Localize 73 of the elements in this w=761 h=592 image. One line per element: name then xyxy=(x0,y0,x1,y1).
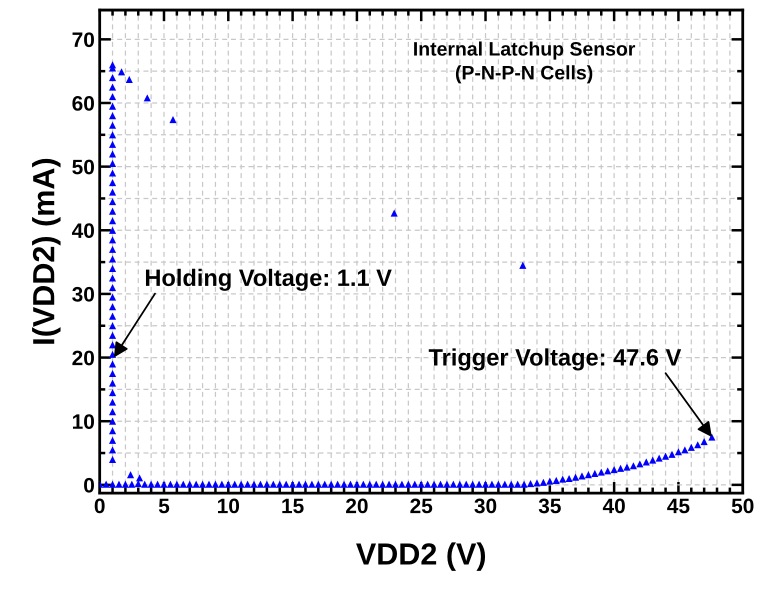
point xyxy=(127,471,134,478)
point xyxy=(109,446,116,454)
point xyxy=(109,74,116,82)
point xyxy=(109,389,116,396)
x-tick-label: 25 xyxy=(410,498,432,514)
point xyxy=(109,436,116,444)
y-tick-label: 40 xyxy=(72,223,94,238)
annotation: Holding Voltage: 1.1 V xyxy=(146,268,392,291)
point xyxy=(109,303,116,310)
point xyxy=(109,84,116,91)
point xyxy=(109,160,116,167)
point xyxy=(109,226,116,234)
x-tick-label: 0 xyxy=(94,498,105,514)
y-tick-label: 0 xyxy=(84,478,94,493)
point xyxy=(109,360,116,368)
point xyxy=(126,76,133,83)
point xyxy=(109,169,116,177)
point xyxy=(109,61,116,68)
point xyxy=(109,350,116,358)
x-tick-label: 30 xyxy=(474,498,496,514)
point xyxy=(109,179,116,186)
point xyxy=(109,188,116,196)
x-tick-label: 20 xyxy=(346,498,368,514)
point xyxy=(109,294,116,301)
x-tick-label: 5 xyxy=(158,498,170,514)
point xyxy=(136,474,144,482)
x-axis-title: VDD2 (V) xyxy=(356,542,486,571)
y-tick-label: 70 xyxy=(72,32,94,48)
x-tick-label: 10 xyxy=(218,498,240,514)
point xyxy=(519,262,526,269)
point xyxy=(109,217,116,224)
x-tick-label: 35 xyxy=(538,498,561,514)
point xyxy=(109,198,116,206)
point xyxy=(109,379,116,387)
point xyxy=(109,236,116,244)
point xyxy=(109,274,116,282)
y-axis-title: I(VDD2) (mA) xyxy=(32,158,61,344)
point xyxy=(109,93,116,100)
point xyxy=(109,456,116,463)
y-tick-label: 20 xyxy=(72,350,94,366)
point xyxy=(109,312,116,320)
x-tick-label: 40 xyxy=(602,498,625,514)
point xyxy=(109,408,116,416)
point xyxy=(109,246,116,253)
y-tick-label: 50 xyxy=(72,160,94,174)
point xyxy=(109,255,116,262)
point xyxy=(109,332,116,339)
point xyxy=(109,131,116,138)
y-tick-label: 60 xyxy=(72,96,94,111)
point xyxy=(109,150,116,158)
point xyxy=(109,284,116,292)
point xyxy=(118,68,126,76)
y-tick-label: 30 xyxy=(72,286,94,302)
x-tick-label: 15 xyxy=(282,498,304,514)
x-tick-label: 45 xyxy=(667,498,690,514)
x-tick-label: 50 xyxy=(732,498,754,514)
point xyxy=(144,94,151,102)
y-tick-label: 10 xyxy=(72,414,94,429)
point xyxy=(109,264,116,272)
annotation: Internal Latchup Sensor (P-N-P-N Cells) xyxy=(414,41,636,84)
point xyxy=(109,427,116,434)
point xyxy=(109,112,116,120)
point xyxy=(109,140,116,148)
annotation: Trigger Voltage: 47.6 V xyxy=(428,348,682,370)
point xyxy=(109,418,116,425)
point xyxy=(169,116,177,124)
point xyxy=(109,398,116,406)
point xyxy=(109,370,116,378)
point xyxy=(109,102,116,110)
point xyxy=(390,210,398,217)
point xyxy=(109,122,116,129)
point xyxy=(109,322,116,330)
point xyxy=(109,208,116,215)
